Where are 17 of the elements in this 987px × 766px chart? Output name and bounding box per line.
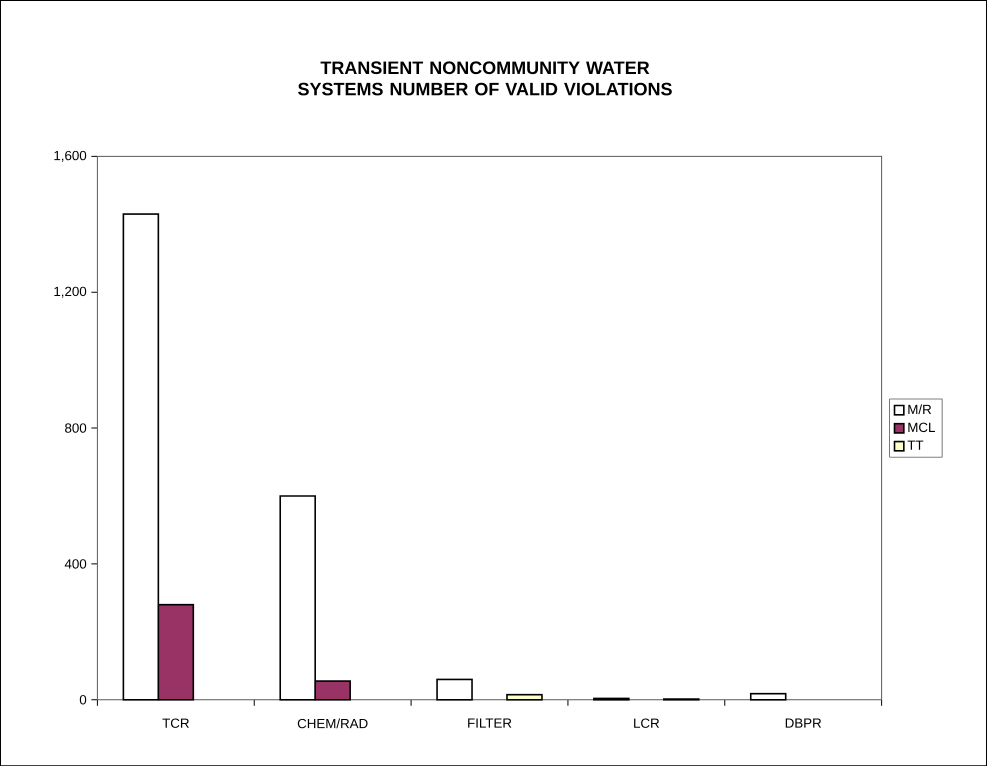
x-tick-label: DBPR [786, 718, 822, 728]
legend-label: MCL [908, 422, 935, 432]
y-tick-label: 0 [80, 694, 86, 704]
y-tick-label: 800 [65, 423, 86, 433]
x-tick-label: CHEM/RAD [298, 718, 368, 728]
x-tick-label: FILTER [468, 718, 512, 728]
bar [506, 694, 543, 700]
bar [750, 692, 787, 700]
y-tick-label: 1,600 [54, 150, 86, 162]
y-tick-label: 400 [64, 559, 86, 569]
legend-label: M/R [908, 404, 932, 414]
bar [436, 678, 473, 700]
legend-label: TT [908, 440, 924, 450]
x-tick-label: LCR [634, 718, 660, 728]
y-tick-label: 1,200 [54, 286, 86, 298]
chart-title: TRANSIENT NONCOMMUNITY WATER SYSTEMS NUMBER OF VALID VIOLATIONS [298, 61, 672, 96]
x-tick-label: TCR [162, 718, 189, 728]
